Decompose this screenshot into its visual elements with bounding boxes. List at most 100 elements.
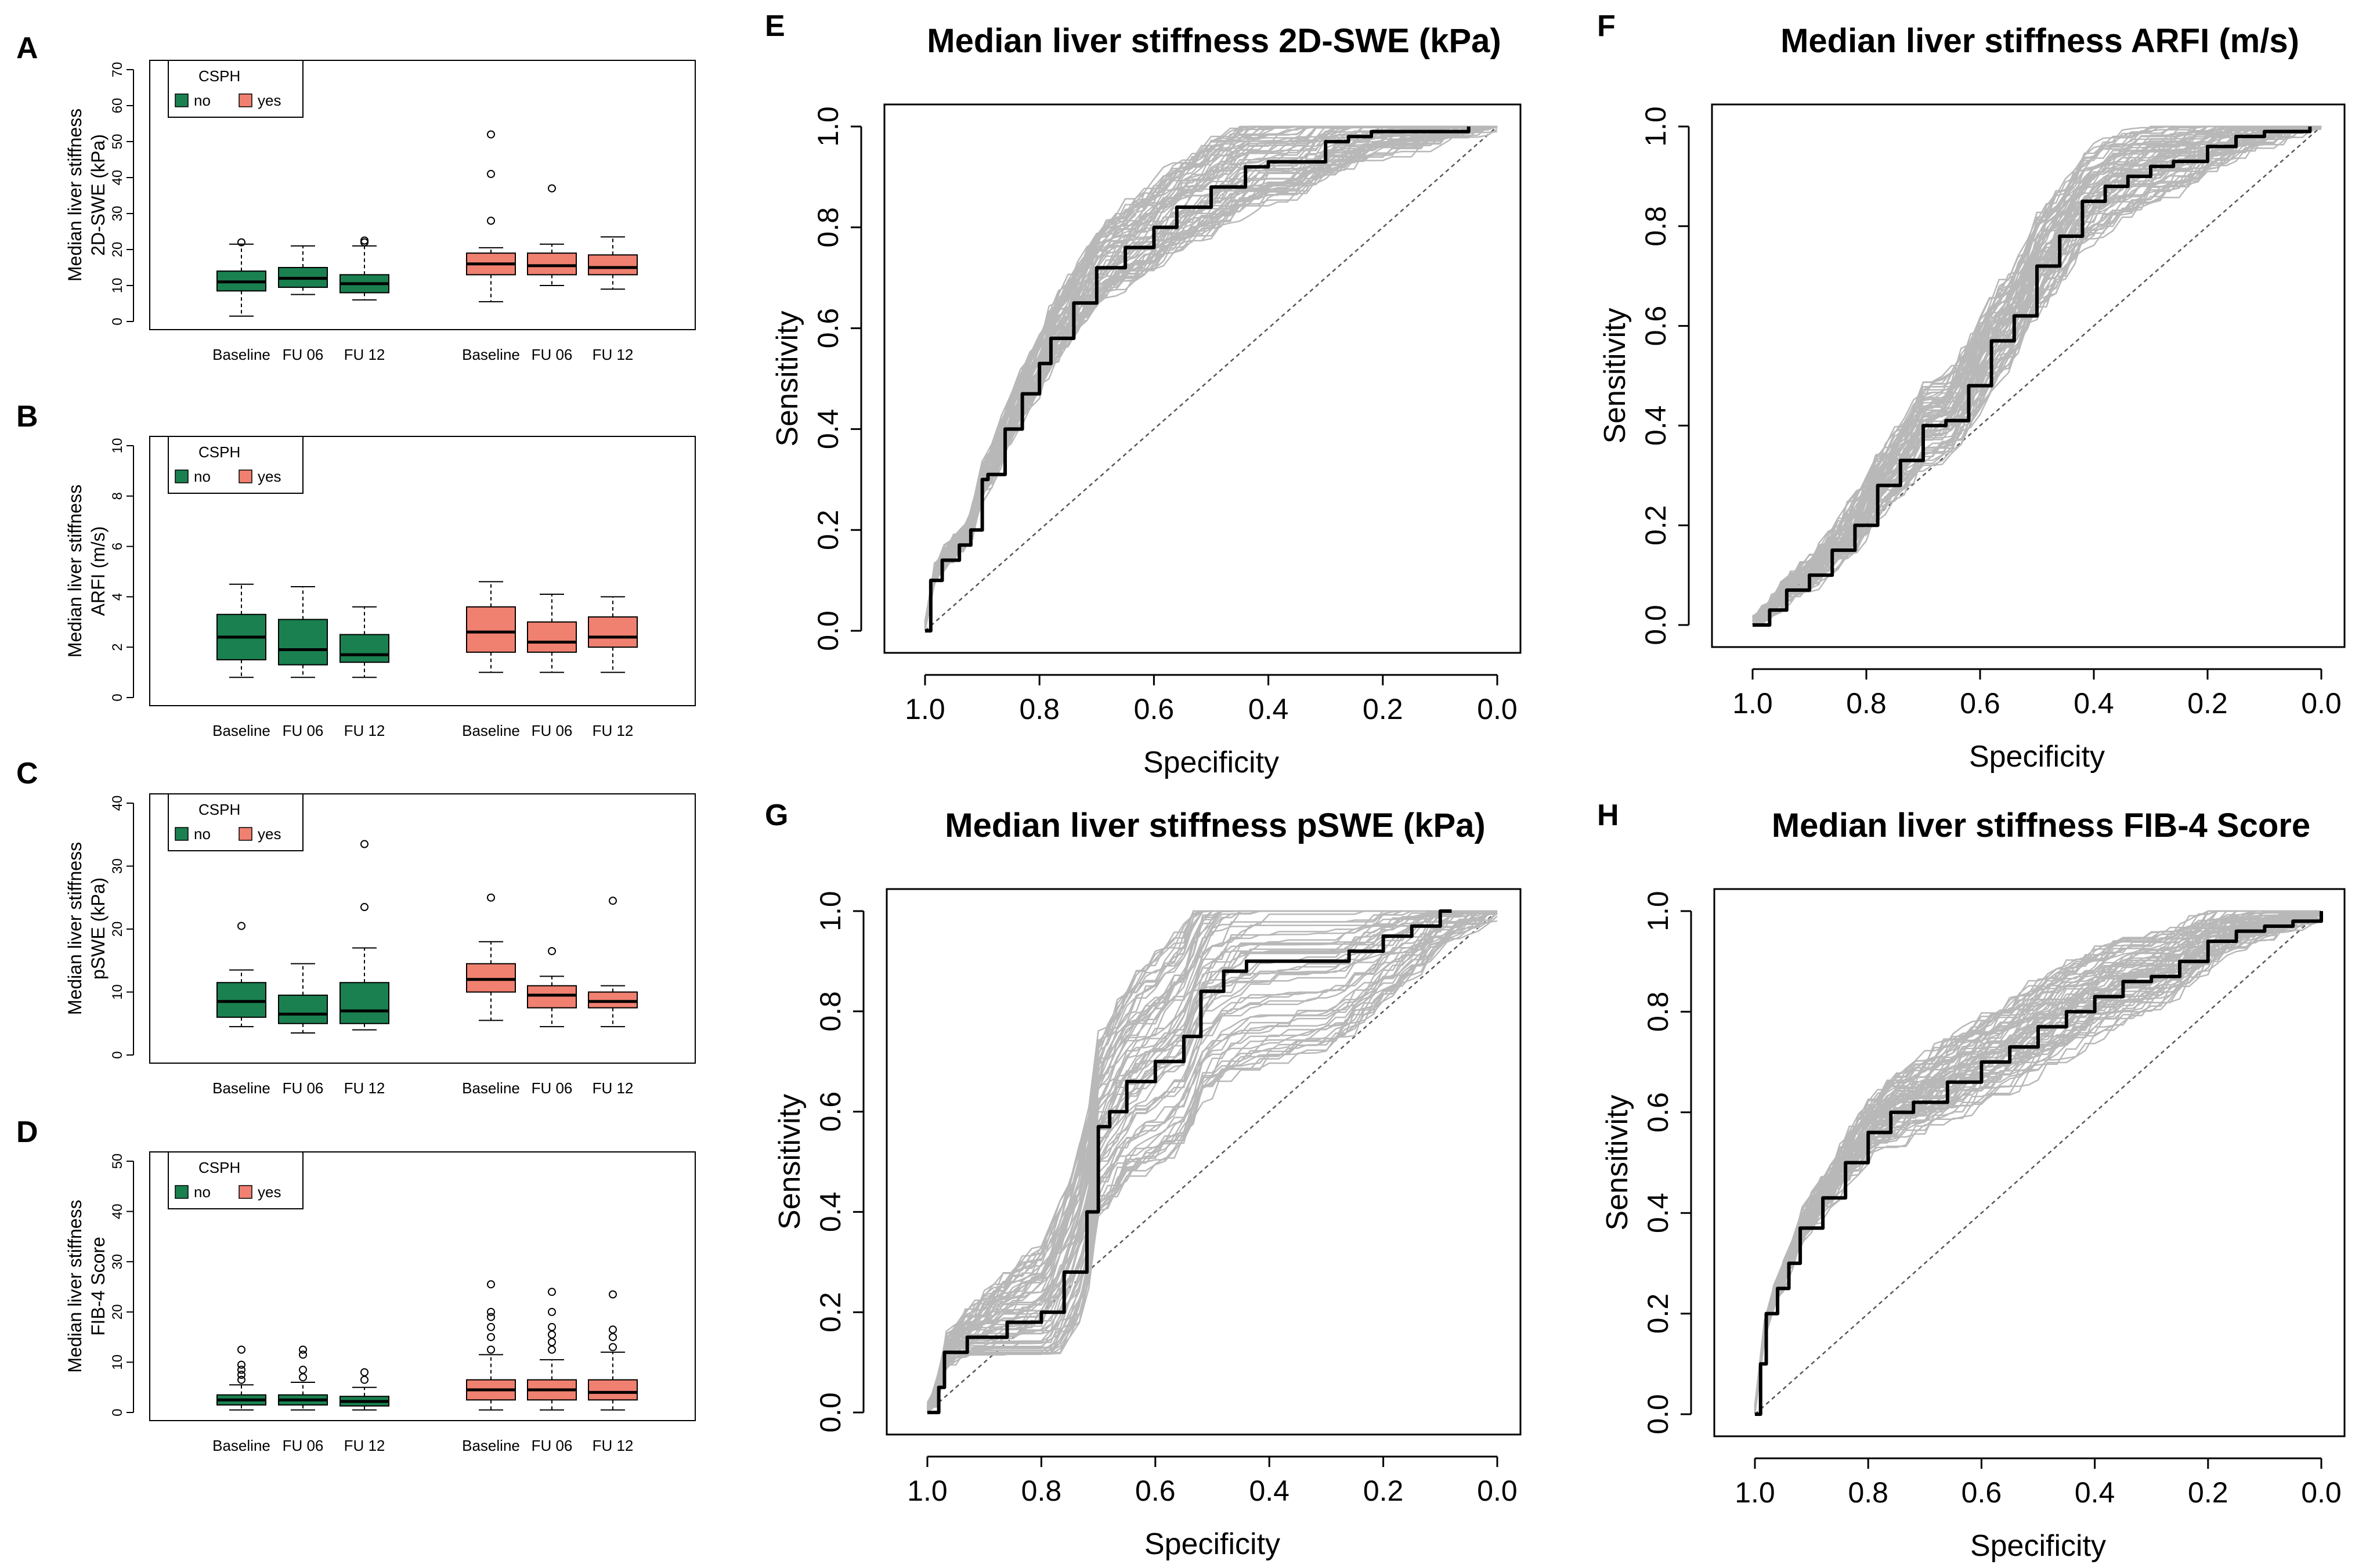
y-axis-label-line2: 2D-SWE (kPa) (88, 134, 109, 256)
reference-diagonal (1752, 126, 2322, 626)
y-tick-label: 0.8 (1642, 992, 1674, 1032)
x-tick-label: FU 06 (283, 1437, 324, 1454)
outlier-point (360, 1368, 369, 1376)
box-yes-fu-12 (588, 1290, 638, 1411)
y-tick-label: 0.4 (1639, 406, 1672, 446)
outlier-point (237, 1371, 245, 1379)
outlier-point (360, 236, 369, 245)
box-iqr (339, 982, 389, 1024)
box-no-baseline (216, 583, 266, 678)
roc-panel-e: Median liver stiffness 2D-SWE (kPa) 1.0 0.… (771, 22, 1522, 779)
x-tick-label: FU 12 (344, 1437, 385, 1454)
bootstrap-roc-curve (926, 910, 1498, 1409)
box-iqr (527, 252, 577, 276)
x-axis-label: Specificity (1143, 746, 1279, 779)
bootstrap-roc-curve (927, 910, 1498, 1408)
roc-curve (925, 127, 1471, 633)
plot-frame (149, 60, 696, 330)
plot-frame (886, 888, 1522, 1436)
box-yes-fu-12 (588, 236, 638, 290)
box-iqr (466, 606, 516, 653)
outlier-point (609, 897, 617, 905)
x-tick-label: Baseline (212, 722, 270, 739)
y-tick-label: 50 (110, 1154, 125, 1169)
legend-box (168, 60, 304, 118)
x-tick-label: 0.8 (1019, 693, 1060, 725)
bootstrap-roc-curve (924, 125, 1497, 631)
y-axis-label-line1: Median liver stiffness (64, 485, 85, 657)
legend: CSPH no yes (168, 793, 304, 851)
y-tick-label: 0.2 (812, 510, 844, 550)
x-tick-label: 0.2 (2187, 687, 2228, 720)
bootstrap-roc-curve (926, 910, 1497, 1413)
y-tick-label: 0.8 (812, 207, 844, 248)
legend-label-yes: yes (258, 1183, 281, 1201)
outlier-point (299, 1350, 307, 1359)
outlier-point (548, 1345, 556, 1354)
x-tick-label: FU 12 (344, 1079, 385, 1097)
outlier-point (237, 1345, 245, 1354)
y-axis-label: Sensitivity (1598, 308, 1632, 443)
bootstrap-roc-curve (927, 910, 1497, 1407)
x-tick-label: FU 06 (532, 1437, 573, 1454)
bootstrap-roc-curve (1754, 910, 2321, 1411)
y-tick-label: 0.8 (1639, 206, 1672, 247)
x-axis-label: Specificity (1969, 740, 2105, 774)
bootstrap-roc-curve (1754, 912, 2321, 1413)
y-tick-label: 30 (110, 858, 125, 874)
plot-frame (1711, 103, 2346, 648)
bootstrap-roc-curve (927, 910, 1497, 1403)
bootstrap-roc-curve (1752, 125, 2321, 618)
x-tick-label: 0.6 (1135, 1475, 1176, 1507)
x-tick-label: 0.4 (2075, 1476, 2115, 1509)
y-tick-label: 30 (110, 206, 125, 222)
outlier-point (237, 1365, 245, 1374)
x-tick-label: 0.8 (1848, 1476, 1888, 1509)
y-axis-label-line2: ARFI (m/s) (88, 526, 109, 616)
legend-title: CSPH (198, 67, 240, 85)
x-tick-label: 0.4 (2074, 687, 2114, 720)
y-tick-label: 40 (110, 796, 125, 811)
y-tick-label: 8 (110, 492, 125, 500)
bootstrap-roc-curve (926, 910, 1497, 1410)
box-yes-fu-06 (527, 946, 577, 1028)
y-tick-label: 1.0 (1642, 891, 1674, 931)
x-tick-label: 0.4 (1249, 1475, 1289, 1507)
x-tick-label: 0.0 (1477, 1475, 1518, 1507)
x-tick-label: 0.4 (1248, 693, 1289, 725)
box-iqr (278, 994, 328, 1024)
x-tick-label: FU 06 (532, 346, 573, 363)
legend-label-no: no (194, 825, 211, 843)
box-yes-fu-06 (527, 184, 577, 286)
box-iqr (588, 254, 638, 276)
panel-letter-f: F (1597, 9, 1616, 43)
bootstrap-roc-curve (926, 910, 1497, 1406)
y-axis-label-line1: Median liver stiffness (64, 1200, 85, 1372)
legend-box (168, 1151, 304, 1209)
y-tick-label: 10 (110, 278, 125, 294)
x-tick-label: Baseline (462, 346, 520, 363)
legend-title: CSPH (198, 443, 240, 461)
y-tick-label: 60 (110, 98, 125, 114)
x-tick-label: Baseline (462, 1437, 520, 1454)
legend-box (168, 793, 304, 851)
bootstrap-roc-curve (926, 910, 1497, 1406)
legend-label-no: no (194, 1183, 211, 1201)
y-tick-label: 0.0 (814, 1392, 847, 1433)
x-tick-label: FU 12 (593, 1437, 634, 1454)
plot-frame (883, 103, 1522, 654)
x-tick-label: 0.2 (1363, 693, 1403, 725)
legend-swatch-no (175, 827, 189, 841)
y-tick-label: 10 (110, 438, 125, 454)
y-tick-label: 0 (110, 693, 125, 701)
box-yes-baseline (466, 1280, 516, 1411)
legend-label-no: no (194, 92, 211, 109)
y-tick-label: 10 (110, 984, 125, 1000)
y-tick-label: 0.4 (814, 1192, 847, 1233)
plot-frame (149, 793, 696, 1064)
y-tick-label: 0.6 (814, 1092, 847, 1132)
x-tick-label: 1.0 (907, 1475, 948, 1507)
outlier-point (548, 1338, 556, 1346)
outlier-point (299, 1373, 307, 1382)
outlier-point (299, 1345, 307, 1354)
